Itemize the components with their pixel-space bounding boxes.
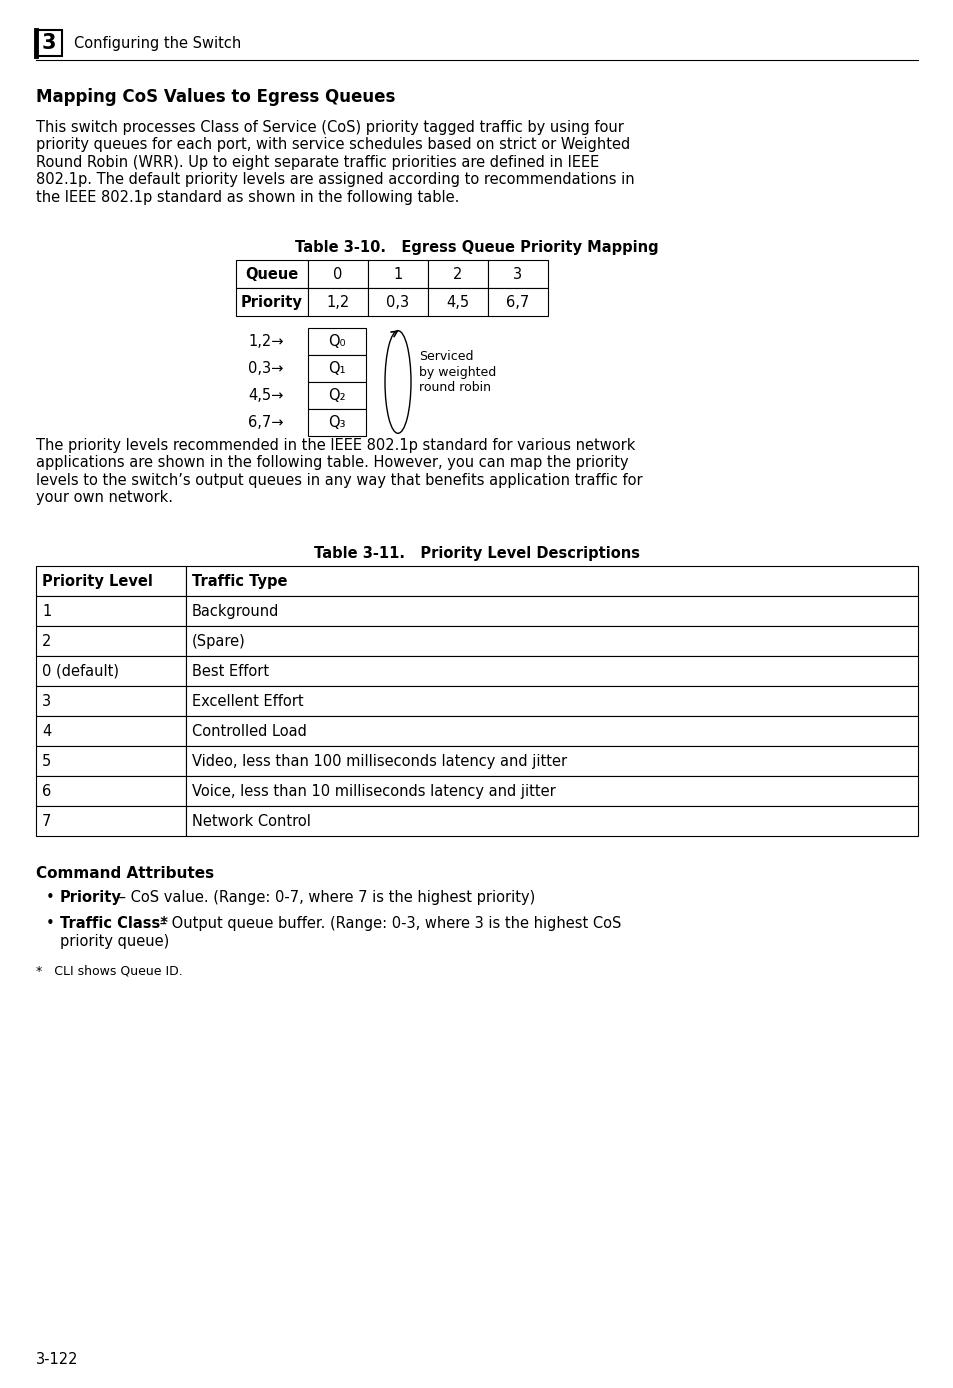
Text: 0,3→: 0,3→ xyxy=(248,361,283,376)
Bar xyxy=(368,287,428,316)
Text: Serviced
by weighted
round robin: Serviced by weighted round robin xyxy=(418,351,496,394)
Text: 4,5→: 4,5→ xyxy=(248,389,283,403)
Text: 3-122: 3-122 xyxy=(36,1352,78,1367)
Bar xyxy=(308,409,366,436)
Text: Priority Level: Priority Level xyxy=(42,573,152,589)
Text: Controlled Load: Controlled Load xyxy=(192,723,307,738)
Text: priority queue): priority queue) xyxy=(60,934,169,949)
Bar xyxy=(308,355,366,382)
Text: •: • xyxy=(46,916,54,931)
Text: Q₁: Q₁ xyxy=(328,361,345,376)
Bar xyxy=(186,716,917,745)
Text: Traffic Class*: Traffic Class* xyxy=(60,916,168,931)
Bar xyxy=(488,260,547,287)
Bar xyxy=(36,716,186,745)
Text: Command Attributes: Command Attributes xyxy=(36,866,213,881)
Bar xyxy=(36,686,186,716)
Text: 3: 3 xyxy=(513,266,522,282)
Bar xyxy=(368,260,428,287)
Text: Excellent Effort: Excellent Effort xyxy=(192,694,303,708)
Text: *   CLI shows Queue ID.: * CLI shows Queue ID. xyxy=(36,965,183,977)
Text: 6,7: 6,7 xyxy=(506,294,529,310)
Text: 1,2→: 1,2→ xyxy=(248,335,283,348)
Bar xyxy=(186,595,917,626)
Bar xyxy=(36,566,186,595)
Text: Q₂: Q₂ xyxy=(328,389,345,403)
Text: •: • xyxy=(46,890,54,905)
Text: Mapping CoS Values to Egress Queues: Mapping CoS Values to Egress Queues xyxy=(36,87,395,105)
Text: Traffic Type: Traffic Type xyxy=(192,573,287,589)
Text: 7: 7 xyxy=(42,813,51,829)
Bar xyxy=(308,328,366,355)
Text: 6,7→: 6,7→ xyxy=(248,415,283,430)
Text: Priority: Priority xyxy=(241,294,303,310)
Text: 4: 4 xyxy=(42,723,51,738)
Text: – CoS value. (Range: 0-7, where 7 is the highest priority): – CoS value. (Range: 0-7, where 7 is the… xyxy=(114,890,535,905)
Text: 6: 6 xyxy=(42,783,51,798)
Bar xyxy=(36,595,186,626)
Text: Q₀: Q₀ xyxy=(328,335,345,348)
Text: Priority: Priority xyxy=(60,890,122,905)
Text: 3: 3 xyxy=(42,694,51,708)
Bar xyxy=(36,31,62,56)
Text: Video, less than 100 milliseconds latency and jitter: Video, less than 100 milliseconds latenc… xyxy=(192,754,566,769)
Text: 1: 1 xyxy=(42,604,51,619)
Text: 1,2: 1,2 xyxy=(326,294,349,310)
Bar xyxy=(428,260,488,287)
Bar xyxy=(186,657,917,686)
Text: 2: 2 xyxy=(42,633,51,648)
Bar xyxy=(428,287,488,316)
Bar xyxy=(488,287,547,316)
Bar xyxy=(36,806,186,836)
Text: Background: Background xyxy=(192,604,279,619)
Bar xyxy=(36,657,186,686)
Text: (Spare): (Spare) xyxy=(192,633,246,648)
Text: Q₃: Q₃ xyxy=(328,415,345,430)
Text: 0: 0 xyxy=(333,266,342,282)
Text: 0,3: 0,3 xyxy=(386,294,409,310)
Bar xyxy=(186,806,917,836)
Text: 3: 3 xyxy=(42,33,56,53)
Bar xyxy=(308,382,366,409)
Text: 5: 5 xyxy=(42,754,51,769)
Bar xyxy=(36,745,186,776)
Bar xyxy=(186,686,917,716)
Text: – Output queue buffer. (Range: 0-3, where 3 is the highest CoS: – Output queue buffer. (Range: 0-3, wher… xyxy=(155,916,621,931)
Text: Network Control: Network Control xyxy=(192,813,311,829)
Bar xyxy=(36,626,186,657)
Bar xyxy=(186,776,917,806)
Bar xyxy=(308,260,368,287)
Text: Best Effort: Best Effort xyxy=(192,663,269,679)
Bar xyxy=(235,287,308,316)
Text: Voice, less than 10 milliseconds latency and jitter: Voice, less than 10 milliseconds latency… xyxy=(192,783,556,798)
Bar xyxy=(186,566,917,595)
Text: 4,5: 4,5 xyxy=(446,294,469,310)
Bar xyxy=(235,260,308,287)
Text: 0 (default): 0 (default) xyxy=(42,663,119,679)
Bar xyxy=(36,776,186,806)
Text: Queue: Queue xyxy=(245,266,298,282)
Text: This switch processes Class of Service (CoS) priority tagged traffic by using fo: This switch processes Class of Service (… xyxy=(36,119,634,204)
Bar xyxy=(186,745,917,776)
Text: 1: 1 xyxy=(393,266,402,282)
Text: The priority levels recommended in the IEEE 802.1p standard for various network
: The priority levels recommended in the I… xyxy=(36,439,642,505)
Text: Table 3-11.   Priority Level Descriptions: Table 3-11. Priority Level Descriptions xyxy=(314,545,639,561)
Bar xyxy=(308,287,368,316)
Text: Table 3-10.   Egress Queue Priority Mapping: Table 3-10. Egress Queue Priority Mappin… xyxy=(294,240,659,255)
Text: 2: 2 xyxy=(453,266,462,282)
Text: Configuring the Switch: Configuring the Switch xyxy=(74,36,241,50)
Bar xyxy=(186,626,917,657)
